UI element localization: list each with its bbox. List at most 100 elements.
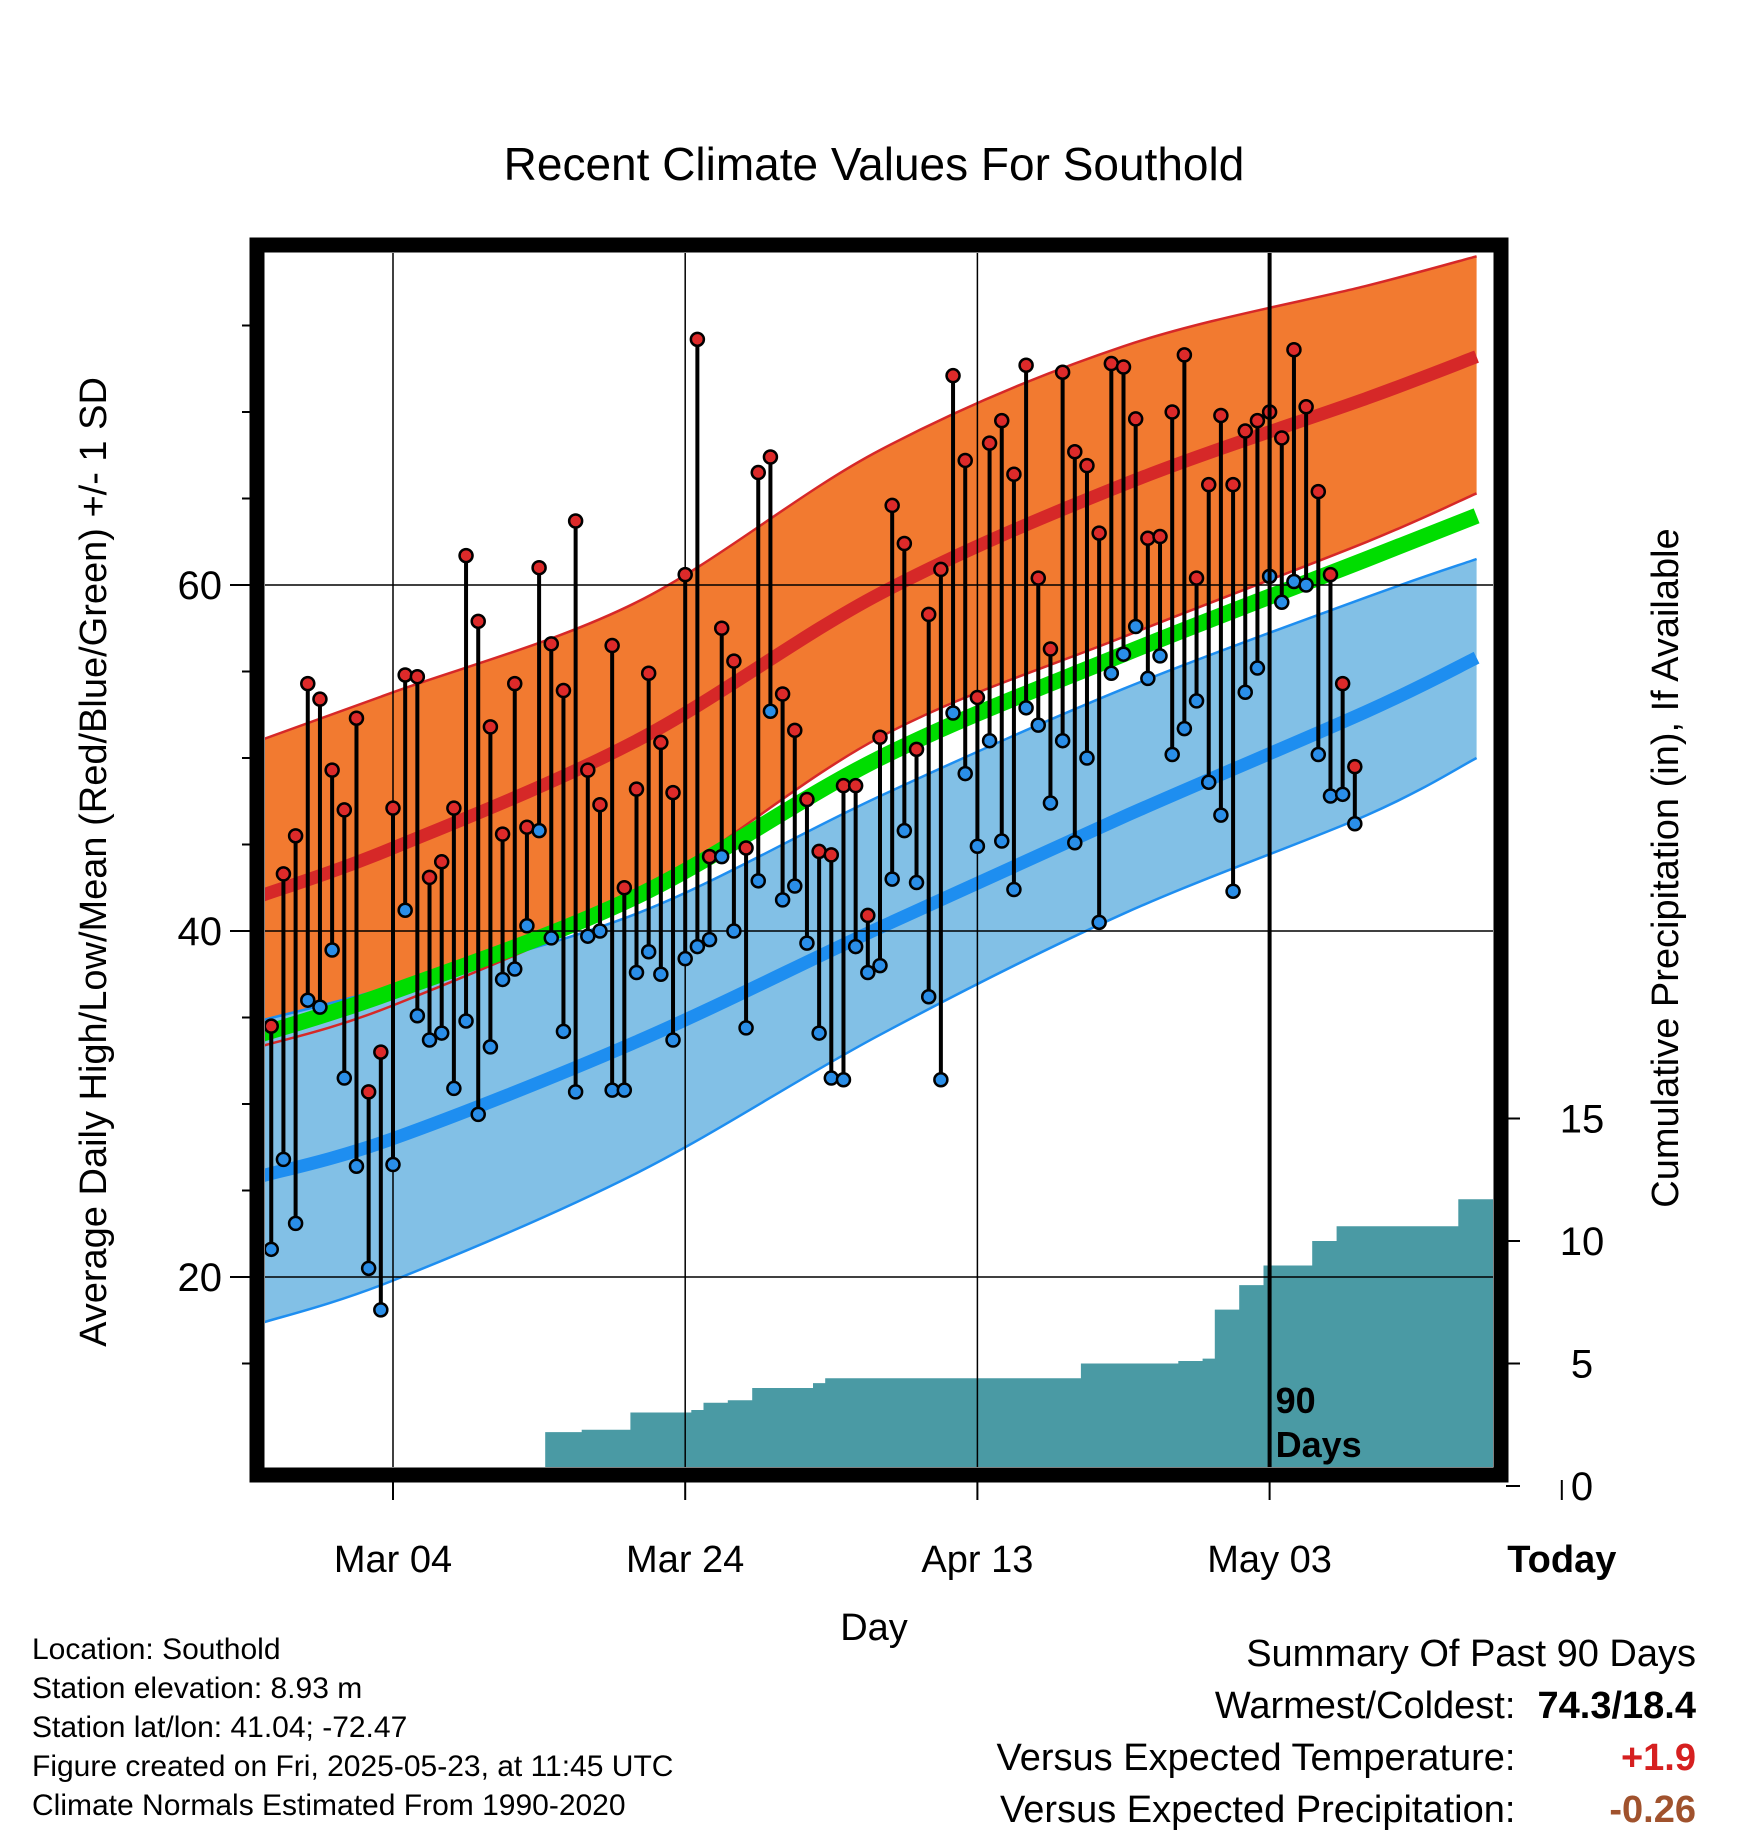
low-point [433,1025,450,1041]
latlon-text: Station lat/lon: 41.04; -72.47 [32,1711,408,1744]
low-point [567,1084,584,1100]
low-point [811,1025,827,1041]
low-point [1237,684,1253,701]
high-point [774,686,791,702]
high-point [1115,359,1132,375]
high-point [446,800,462,816]
low-point [774,892,791,908]
high-point [1054,364,1071,380]
x-tick-label: Mar 24 [626,1539,744,1581]
high-point [1286,341,1302,358]
high-point [1225,476,1241,493]
low-point [265,1241,279,1258]
low-point [884,871,900,887]
high-point [1188,570,1205,586]
x-axis: Mar 04 Mar 24 Apr 13 May 03 Today [334,1480,1616,1581]
high-point [336,802,353,818]
high-point [507,675,523,692]
y2-tick-label: 0 [1571,1465,1593,1509]
low-point [336,1070,353,1086]
y2-axis-label: Cumulative Precipitation (in), If Availa… [1645,528,1687,1207]
x-tick-label: Mar 04 [334,1539,452,1581]
low-point [1140,670,1156,687]
low-point [348,1158,365,1175]
high-point [287,828,304,844]
summary-temp-row: Versus Expected Temperature: +1.9 [997,1732,1696,1784]
temp-label: Versus Expected Temperature: [996,1737,1516,1779]
high-point [555,682,572,699]
low-point [665,1032,681,1048]
x-axis-label: Day [840,1607,908,1649]
high-point [324,762,340,778]
precip-value: -0.26 [1609,1789,1696,1831]
summary-panel: Summary Of Past 90 Days Warmest/Coldest:… [997,1628,1696,1836]
low-point [1127,618,1144,635]
high-point [1127,411,1144,427]
high-point [799,791,815,808]
low-point [1200,774,1217,790]
low-point [920,988,937,1005]
low-point [1006,881,1022,898]
high-point [300,675,316,692]
high-point [1322,566,1339,583]
high-point [360,1084,377,1100]
high-point [1310,483,1327,500]
low-point [312,999,328,1015]
low-point [799,935,815,951]
low-point [1347,815,1363,832]
low-point [945,705,961,721]
y-axis-label: Average Daily High/Low/Mean (Red/Blue/Gr… [73,377,115,1347]
high-point [823,847,840,863]
low-point [446,1080,462,1097]
high-point [1237,423,1253,439]
low-point [1176,720,1193,737]
high-point [1200,476,1217,493]
low-point [1188,693,1205,709]
high-point [592,796,608,813]
low-point [981,732,998,749]
high-point [920,606,937,623]
low-point [470,1106,486,1123]
high-point [604,637,620,654]
high-point [713,620,730,636]
low-point [908,874,925,891]
high-point [1176,347,1193,363]
high-point [1152,528,1168,545]
high-point [470,613,486,630]
x-tick-label: May 03 [1207,1539,1332,1581]
low-point [933,1072,949,1088]
location-text: Location: Southold [32,1633,281,1666]
precip-label: Versus Expected Precipitation: [1000,1789,1516,1831]
low-point [373,1302,389,1318]
high-point [1249,412,1266,429]
elevation-text: Station elevation: 8.93 m [32,1672,363,1705]
y-axis-right: 0 5 10 15 [1506,1098,1605,1509]
low-point [1213,807,1229,823]
temp-value: +1.9 [1620,1737,1696,1779]
summary-title: Summary Of Past 90 Days [1246,1633,1696,1675]
low-point [1042,795,1059,811]
high-point [275,866,292,882]
low-band-lower-edge [265,756,1478,1324]
high-point [616,880,633,896]
high-point [981,435,998,451]
precip-area [393,1199,1493,1467]
y2-tick-label: 15 [1560,1098,1605,1142]
low-point [628,964,645,981]
low-point [519,918,535,934]
low-point [653,966,669,982]
low-point [1322,788,1339,804]
y-tick-label: 40 [178,910,223,954]
created-text: Figure created on Fri, 2025-05-23, at 11… [32,1750,674,1783]
high-point [433,854,450,870]
low-point [300,992,316,1008]
high-point [847,777,864,794]
high-point [1347,758,1363,775]
low-point [1274,594,1290,611]
low-point [543,930,560,946]
plot-area [265,253,1493,1467]
high-point [1067,444,1083,460]
high-point [787,722,803,739]
high-point [373,1044,389,1060]
